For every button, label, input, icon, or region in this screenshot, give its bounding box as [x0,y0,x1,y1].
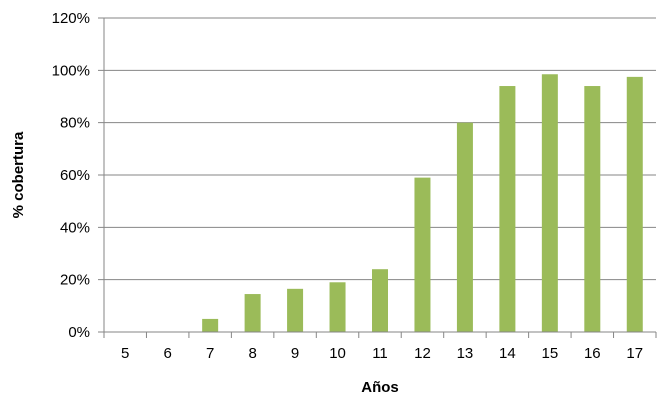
y-tick-label: 40% [60,219,90,236]
bar-8 [244,294,261,332]
x-tick-label: 15 [542,345,559,362]
bar-13 [456,122,473,333]
bar-14 [499,86,516,333]
x-tick-label: 13 [457,345,474,362]
gridlines [98,17,656,333]
y-tick-label: 80% [60,115,90,132]
x-axis-title: Años [361,379,399,396]
x-tick-label: 14 [499,345,516,362]
bar-16 [584,86,601,333]
x-axis-ticks: 5 6 7 8 9 10 11 12 13 14 15 16 17 [103,332,657,362]
x-tick-label: 9 [291,345,299,362]
x-tick-label: 11 [372,345,388,362]
x-tick-label: 16 [584,345,601,362]
y-tick-label: 60% [60,167,90,184]
y-tick-label: 0% [68,324,90,341]
y-axis-title: % cobertura [10,131,27,218]
bar-12 [414,177,431,332]
x-tick-label: 6 [164,345,172,362]
bar-7 [202,318,219,332]
y-axis-ticks: 0% 20% 40% 60% 80% 100% 120% [52,10,90,341]
bar-10 [329,282,346,332]
x-tick-label: 17 [626,345,643,362]
y-tick-label: 20% [60,272,90,289]
x-tick-label: 7 [206,345,214,362]
x-tick-label: 5 [121,345,129,362]
x-tick-label: 8 [248,345,256,362]
bar-11 [372,269,388,332]
x-tick-label: 12 [414,345,431,362]
bar-15 [541,74,558,332]
bar-9 [287,288,304,332]
x-tick-label: 10 [329,345,346,362]
axes [103,18,656,333]
bar-17 [626,76,643,332]
bars [202,74,643,333]
y-tick-label: 100% [52,62,90,79]
y-tick-label: 120% [52,10,90,27]
